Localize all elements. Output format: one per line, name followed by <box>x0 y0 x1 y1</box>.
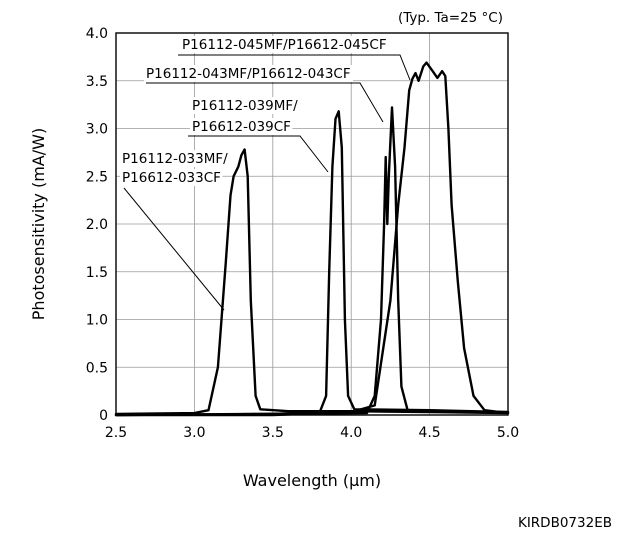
x-tick-label: 4.5 <box>418 425 440 441</box>
label-backing <box>144 65 353 82</box>
series-line <box>114 61 510 417</box>
figure-code: KIRDB0732EB <box>518 515 612 531</box>
label-backing <box>190 97 301 114</box>
condition-note: (Typ. Ta=25 °C) <box>398 10 503 26</box>
series-line <box>114 148 510 416</box>
x-tick-label: 4.0 <box>340 425 362 441</box>
leader-line <box>146 82 384 123</box>
leader-line <box>178 54 411 81</box>
series-label: P16112-043MF/P16612-043CF <box>144 65 384 123</box>
series-line <box>114 106 510 417</box>
y-tick-label: 2.0 <box>86 217 108 233</box>
series-label-text: P16112-043MF/P16612-043CF <box>146 66 351 82</box>
y-tick-label: 1.5 <box>86 265 108 281</box>
y-tick-label: 1.0 <box>86 313 108 329</box>
x-tick-label: 2.5 <box>105 425 127 441</box>
leader-line <box>188 135 329 173</box>
x-tick-label: 3.5 <box>262 425 284 441</box>
x-tick-label: 5.0 <box>497 425 519 441</box>
y-tick-label: 3.0 <box>86 122 108 138</box>
y-axis-title: Photosensitivity (mA/W) <box>29 128 48 320</box>
leader-line <box>123 187 225 311</box>
series-label-text: P16112-039MF/ <box>192 98 298 114</box>
series-label-text: P16112-033MF/ <box>122 151 228 167</box>
series-label: P16112-039MF/P16612-039CF <box>188 97 329 173</box>
label-backing <box>180 36 389 53</box>
series-label-text: P16112-045MF/P16612-045CF <box>182 37 387 53</box>
series-label-text: P16612-039CF <box>192 119 291 135</box>
label-backing <box>120 150 231 167</box>
y-tick-label: 0.5 <box>86 360 108 376</box>
y-tick-label: 3.5 <box>86 74 108 90</box>
plot-frame <box>115 32 509 416</box>
label-backing <box>190 118 293 135</box>
y-tick-label: 2.5 <box>86 169 108 185</box>
y-tick-label: 0 <box>99 408 108 424</box>
series-label: P16112-045MF/P16612-045CF <box>178 36 411 81</box>
label-backing <box>120 169 223 186</box>
y-tick-label: 4.0 <box>86 26 108 42</box>
x-axis-title: Wavelength (µm) <box>243 471 381 490</box>
series-line <box>114 110 510 417</box>
series-label-text: P16612-033CF <box>122 170 221 186</box>
series-label: P16112-033MF/P16612-033CF <box>120 150 231 311</box>
x-tick-label: 3.0 <box>183 425 205 441</box>
